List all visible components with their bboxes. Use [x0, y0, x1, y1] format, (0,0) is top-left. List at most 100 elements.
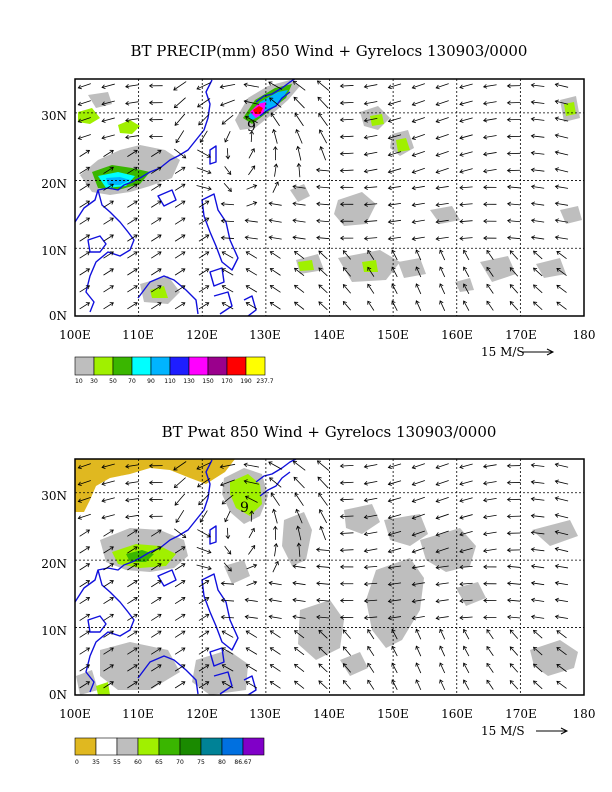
wind-vector — [79, 563, 91, 571]
wind-vector — [507, 235, 521, 241]
wind-vector — [459, 581, 473, 587]
wind-vector — [554, 218, 569, 223]
wind-vector — [318, 646, 328, 656]
wind-vector — [530, 150, 545, 156]
wind-vector — [103, 200, 114, 208]
wind-vector — [174, 546, 186, 554]
wind-vector — [296, 145, 302, 161]
colorbar-swatch-3 — [137, 737, 160, 756]
wind-vector — [367, 662, 375, 673]
wind-vector — [483, 151, 497, 157]
wind-vector — [79, 630, 91, 638]
colorbar-swatch-2 — [112, 356, 133, 376]
wind-vector — [127, 200, 138, 208]
wind-vector — [249, 510, 255, 522]
wind-vector — [556, 284, 567, 293]
wind-vector — [103, 183, 114, 191]
wind-vector — [435, 480, 449, 487]
precip-region-pacific-6 — [560, 206, 582, 224]
wind-vector — [507, 201, 521, 207]
wind-vector — [462, 662, 470, 674]
wind-vector — [293, 680, 305, 689]
wind-vector — [221, 285, 234, 293]
precip-region-south-china — [118, 120, 140, 134]
wind-vector — [435, 547, 449, 554]
wind-vector — [415, 679, 422, 691]
wind-vector — [435, 598, 449, 604]
wind-vector — [342, 663, 351, 673]
wind-vector — [483, 531, 497, 537]
wind-vector — [244, 115, 258, 124]
precip-coastlines — [75, 79, 296, 316]
wind-vector — [220, 581, 235, 586]
wind-vector — [103, 285, 114, 293]
wind-vector — [219, 463, 236, 469]
colorbar-swatch-7 — [207, 356, 228, 376]
precip-y-tick-10n: 10N — [41, 244, 67, 258]
wind-vector — [318, 250, 328, 260]
precip-region-north — [88, 92, 112, 108]
pwat-region-pacific-9 — [340, 652, 368, 676]
wind-vector — [101, 480, 115, 486]
wind-vector — [506, 497, 521, 502]
wind-vector — [268, 597, 282, 603]
wind-vector — [554, 201, 569, 206]
wind-vector — [554, 513, 569, 519]
wind-vector — [530, 547, 545, 552]
wind-vector — [198, 493, 210, 506]
wind-vector — [79, 529, 91, 537]
wind-vector — [319, 525, 327, 541]
wind-vector — [435, 219, 449, 225]
wind-vector — [318, 680, 328, 690]
wind-vector — [273, 163, 279, 177]
pwat-region-pacific-1 — [282, 512, 312, 566]
precip-x-tick-110e: 110E — [122, 328, 154, 342]
wind-vector — [294, 492, 304, 506]
wind-vector — [77, 134, 91, 140]
wind-vector — [174, 183, 186, 191]
wind-vector — [103, 647, 114, 655]
wind-vector — [292, 201, 306, 207]
wind-vector — [530, 580, 545, 586]
wind-vector — [363, 185, 378, 190]
wind-vector — [530, 564, 545, 569]
wind-vector — [224, 131, 231, 143]
wind-vector — [269, 97, 282, 108]
precip-region-pacific-11 — [536, 258, 566, 278]
wind-vector — [197, 478, 211, 488]
wind-vector — [363, 464, 378, 469]
wind-vector — [459, 151, 473, 157]
wind-vector — [173, 528, 187, 539]
wind-vector — [367, 300, 375, 311]
wind-vector — [391, 283, 398, 294]
precip-x-tick-140e: 140E — [313, 328, 345, 342]
precip-panel: BT PRECIP(mm) 850 Wind + Gyrelocs 130903… — [41, 42, 595, 385]
wind-vector — [248, 165, 256, 176]
wind-vector — [387, 581, 402, 587]
wind-vector — [391, 645, 398, 657]
wind-vector — [221, 647, 234, 655]
wind-vector — [174, 217, 186, 225]
wind-vector — [79, 664, 91, 672]
colorbar-swatch-8 — [226, 356, 247, 376]
wind-vector — [127, 285, 138, 293]
wind-vector — [151, 647, 162, 655]
wind-vector — [411, 167, 425, 174]
pwat-region-pacific-4 — [420, 528, 476, 572]
wind-vector — [292, 80, 306, 91]
wind-vector — [103, 563, 114, 571]
wind-vector — [387, 480, 402, 486]
wind-vector — [269, 268, 281, 276]
wind-vector — [387, 598, 402, 604]
wind-vector — [363, 564, 378, 570]
wind-vector — [506, 463, 521, 469]
wind-vector — [127, 183, 138, 191]
wind-vector — [459, 615, 473, 621]
wind-vector — [483, 218, 497, 224]
wind-vector — [339, 134, 354, 140]
wind-vector — [486, 645, 494, 657]
wind-vector — [363, 168, 378, 174]
wind-vector — [415, 266, 422, 278]
wind-vector — [415, 662, 422, 674]
pwat-region-pacific-5 — [366, 558, 424, 648]
